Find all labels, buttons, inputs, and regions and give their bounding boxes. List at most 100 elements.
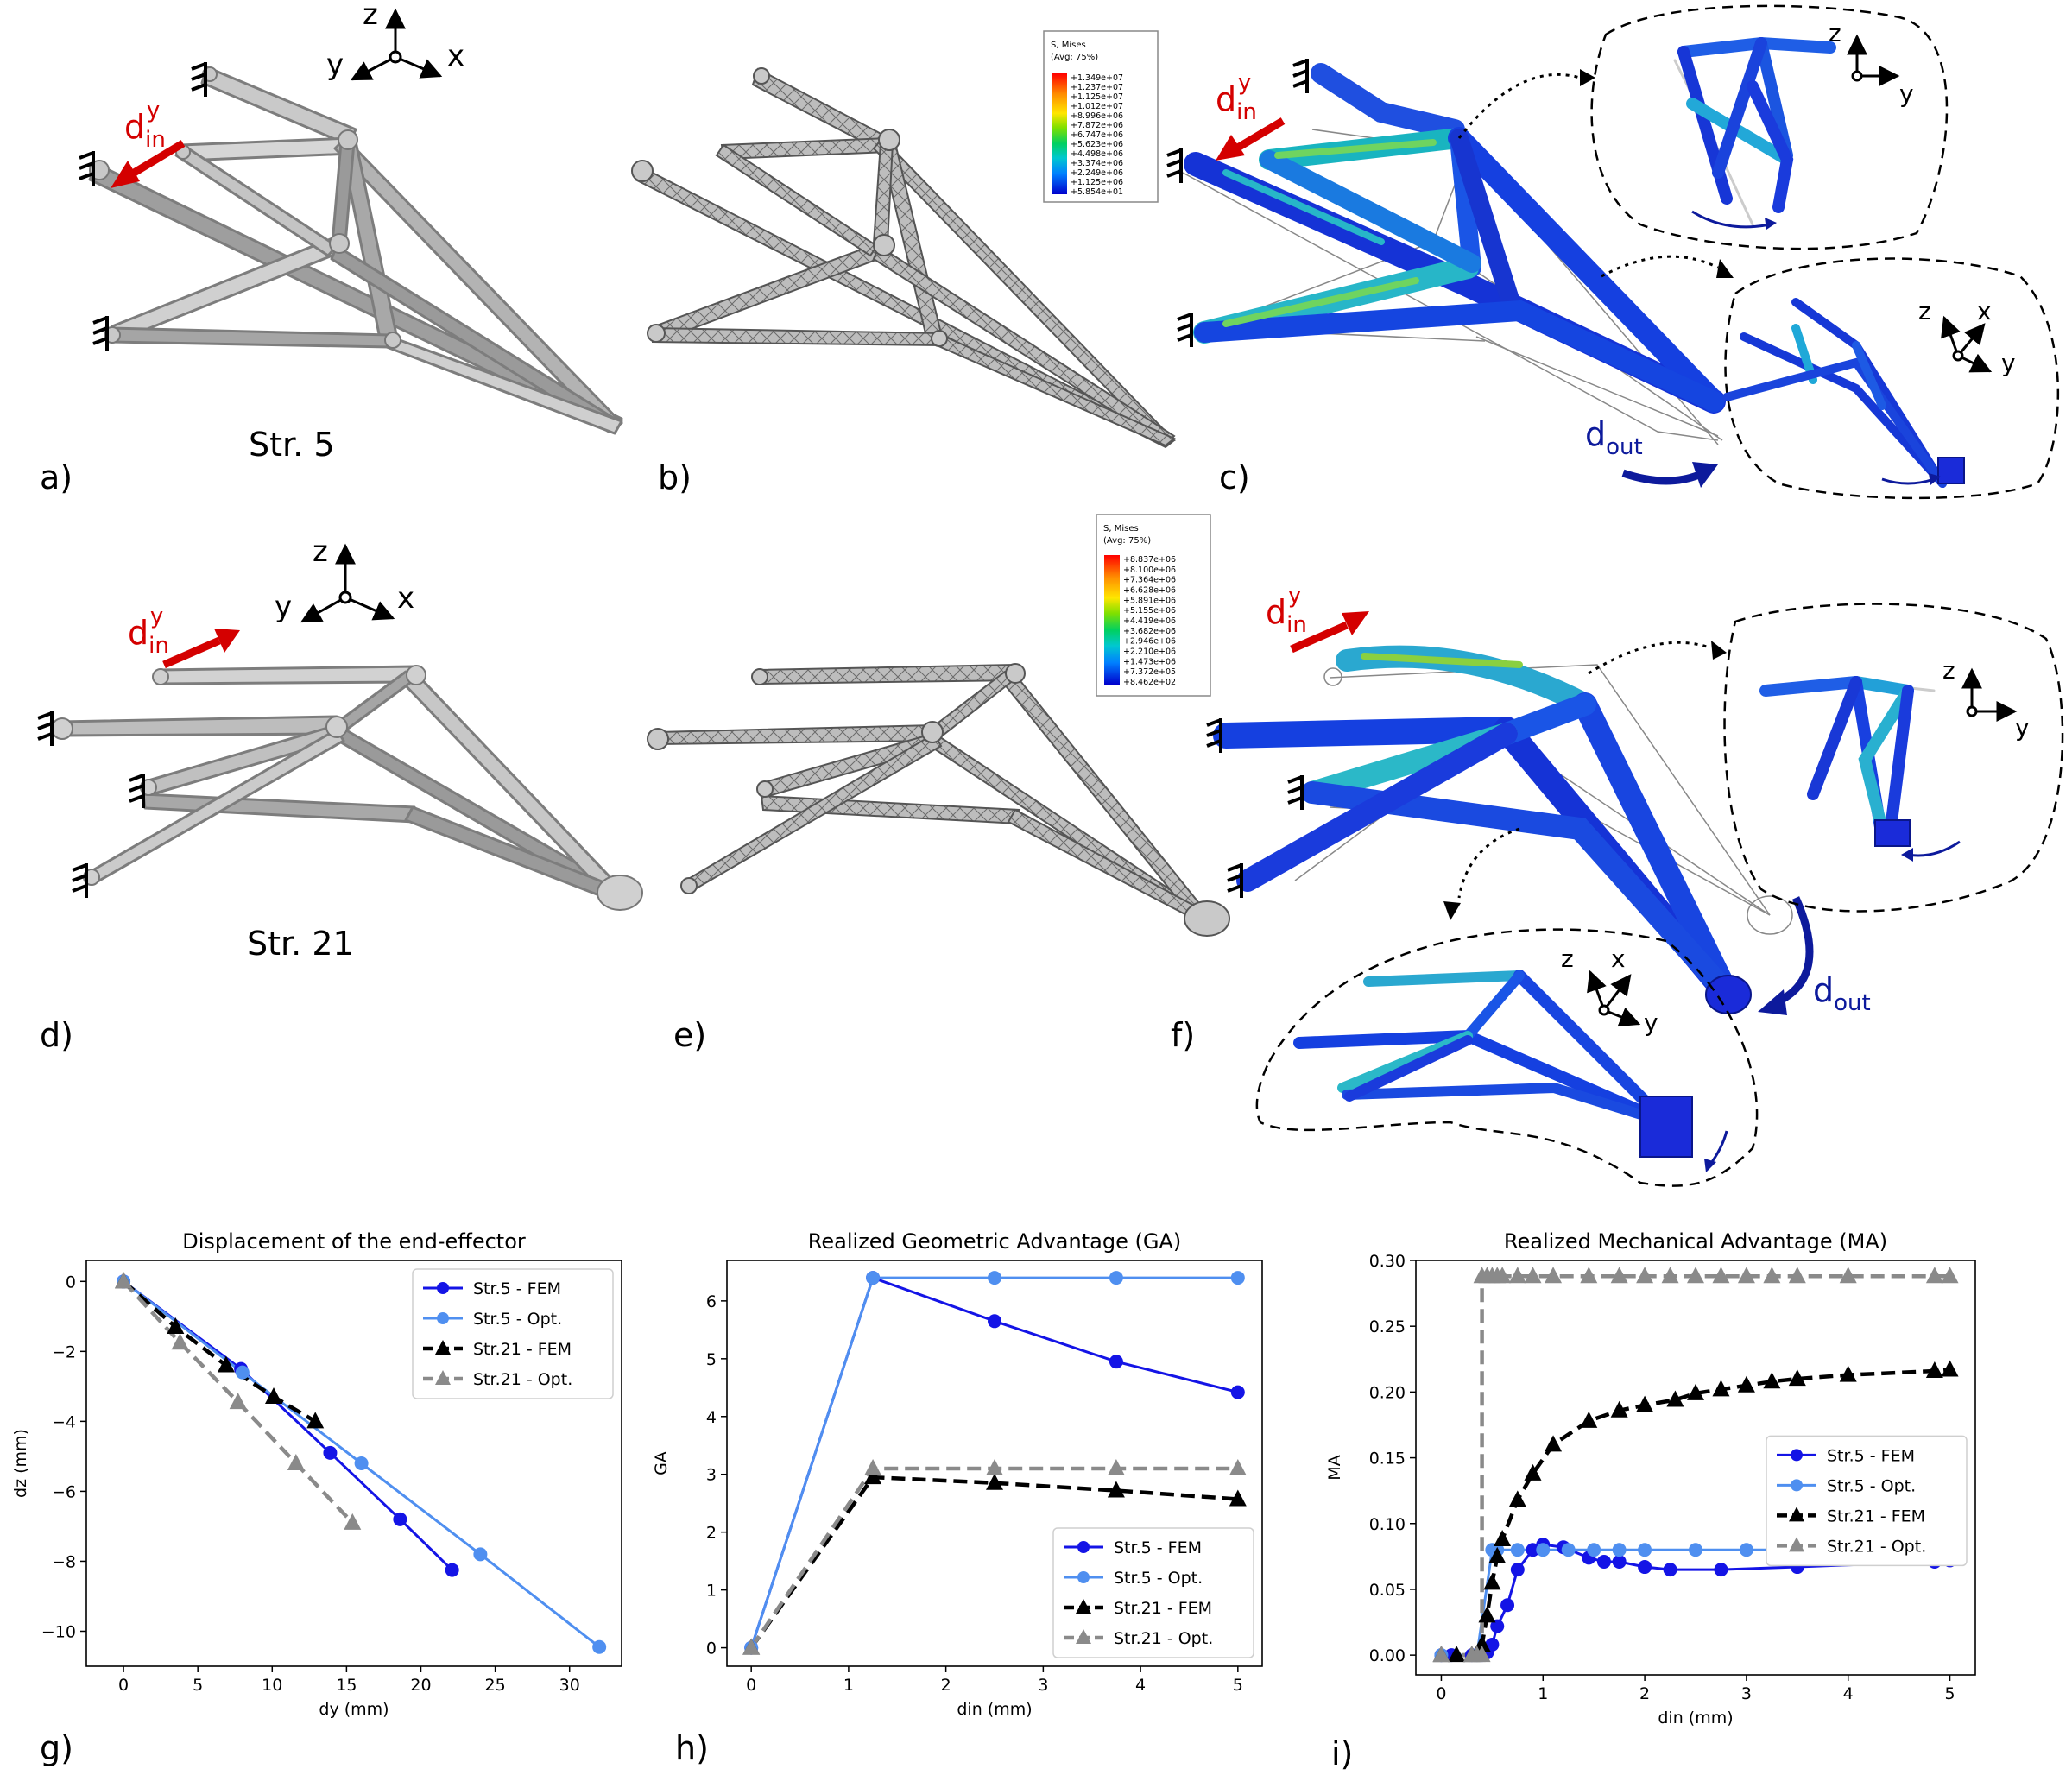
legend-value: +5.854e+01 [1071,187,1123,197]
data-point [1545,1267,1563,1284]
chart-0: Displacement of the end-effector 0 5 10 15 20… [11,1229,622,1719]
input-displacement-arrow [162,629,240,669]
data-point [1524,1463,1542,1481]
data-point [1661,1267,1679,1284]
y-tick-label: −2 [52,1342,76,1361]
axis-triad-icon [1941,315,1993,373]
legend-label: Str.21 - FEM [1827,1507,1925,1525]
chart-title: Displacement of the end-effector [182,1229,526,1254]
panel-label: c) [1219,458,1250,496]
legend-value: +5.155e+06 [1123,606,1176,616]
input-displacement-arrow [111,140,186,188]
y-tick-label: 4 [706,1408,717,1427]
x-tick-label: 10 [262,1676,282,1695]
x-tick-label: 30 [559,1676,580,1695]
legend-label: Str.21 - FEM [1114,1599,1212,1618]
data-point [1737,1267,1755,1284]
legend-value: +1.349e+07 [1071,73,1123,83]
y-tick-label: −4 [52,1412,76,1431]
data-point [265,1387,282,1405]
x-tick-label: 25 [485,1676,506,1695]
data-point [1839,1365,1857,1382]
data-point [1739,1543,1753,1557]
legend-value: +6.747e+06 [1071,130,1123,140]
data-point [445,1563,459,1577]
y-tick-label: 3 [706,1466,717,1485]
x-tick-label: 3 [1741,1684,1752,1703]
panel-label: h) [675,1729,709,1767]
callout-arrow [1601,255,1719,278]
data-point [1610,1400,1628,1418]
axis-z-label: z [313,534,328,569]
data-point [1636,1267,1654,1284]
legend-title: S, Mises [1051,41,1086,50]
legend-label: Str.5 - FEM [1114,1538,1202,1557]
panel-label: d) [40,1016,73,1054]
inset-structure [1293,970,1672,1128]
inset-outline [1255,928,1759,1187]
end-effector [1874,819,1911,847]
data-point [1636,1395,1654,1412]
stress-legend: S, Mises (Avg: 75%) +8.837e+06+8.100e+06… [1096,514,1211,697]
legend-marker [1076,1599,1091,1614]
inset-structure [1759,676,1936,843]
end-effector [1705,975,1752,1014]
data-point [1596,1554,1611,1569]
x-tick-label: 15 [336,1676,357,1695]
panel-a-structure [88,66,623,435]
charts-area: Displacement of the end-effector 0 5 10 15 20… [11,1229,1976,1728]
output-displacement-arrow [1758,896,1814,1015]
chart-2: Realized Mechanical Advantage (MA) 0 1 2 3 4 5… [1325,1229,1976,1728]
chart-1: Realized Geometric Advantage (GA) 0 1 2 3 4 5 0… [652,1229,1263,1719]
inset-outline [1590,4,1949,250]
x-axis-label: din (mm) [957,1700,1032,1719]
axis-y-label: y [326,47,344,82]
legend-values: +8.837e+06+8.100e+06+7.364e+06+6.628e+06… [1123,555,1176,687]
x-tick-label: 5 [1944,1684,1955,1703]
data-point [592,1639,607,1654]
legend-value: +8.837e+06 [1123,555,1176,565]
din-label: diny [1216,70,1257,125]
legend-marker [1791,1479,1803,1492]
legend-value: +8.100e+06 [1123,565,1176,575]
y-tick-label: 0 [706,1639,717,1658]
axis-z-label: z [1918,297,1931,325]
axis-x-label: x [447,39,464,73]
data-point [988,1271,1001,1285]
callout-arrow [1457,827,1520,899]
legend-value: +2.249e+06 [1071,168,1123,178]
data-point [235,1365,250,1380]
axis-triad-icon [350,8,443,81]
legend-value: +7.364e+06 [1123,576,1176,585]
panel-label: i) [1331,1734,1353,1772]
x-tick-label: 5 [193,1676,203,1695]
panel-label: f) [1171,1016,1195,1054]
legend-subtitle: (Avg: 75%) [1103,536,1151,546]
fixed-support-icon [37,711,145,898]
data-point [1580,1411,1598,1428]
data-point [864,1468,882,1485]
x-tick-label: 0 [746,1676,756,1695]
legend-title: S, Mises [1103,524,1139,534]
data-point [1663,1563,1677,1577]
x-tick-label: 20 [410,1676,431,1695]
legend-value: +2.210e+06 [1123,647,1176,657]
input-displacement-arrow [1290,611,1369,654]
legend-value: +6.628e+06 [1123,586,1176,596]
inset-outline [1724,257,2060,500]
inset-outline [1723,603,2064,913]
legend-value: +5.623e+06 [1071,140,1123,149]
panel-c-highlights [1222,139,1437,327]
axis-y-label: y [2001,349,2016,377]
panel-e-joints [647,663,1230,937]
structure-label: Str. 21 [247,925,354,963]
callout-arrow [1457,73,1581,139]
panel-label: b) [658,458,692,496]
y-axis-label: GA [652,1451,671,1475]
data-point [1473,1646,1491,1663]
legend-label: Str.21 - FEM [473,1340,572,1359]
axis-x-label: x [1611,944,1626,973]
axis-x-label: x [1977,297,1992,325]
data-point [1526,1543,1540,1557]
axis-triad-icon [1961,667,2018,722]
